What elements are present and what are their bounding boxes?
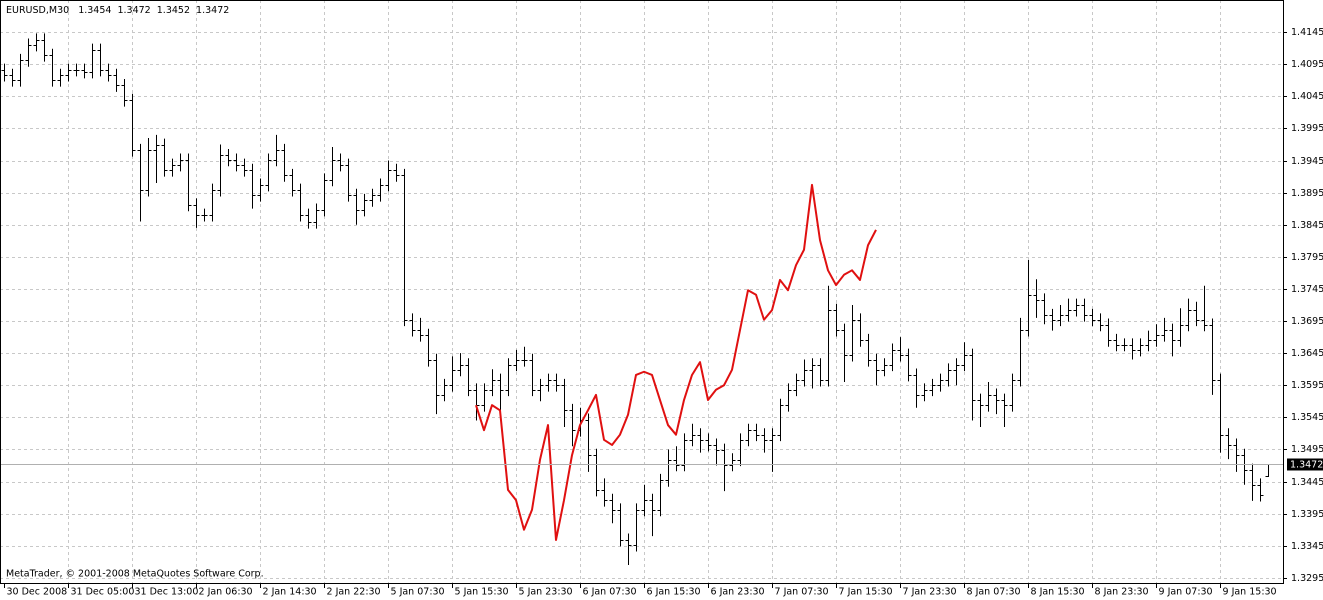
x-tick-label: 7 Jan 15:30 <box>839 587 893 598</box>
y-tick-label: 1.3445 <box>1291 477 1323 488</box>
header-high: 1.3472 <box>117 5 150 16</box>
x-tick-label: 7 Jan 23:30 <box>903 587 957 598</box>
y-tick-label: 1.3795 <box>1291 252 1323 263</box>
x-tick-label: 2 Jan 06:30 <box>199 587 253 598</box>
indicator <box>475 183 877 541</box>
y-tick-label: 1.3845 <box>1291 220 1323 231</box>
y-tick-label: 1.4145 <box>1291 27 1323 38</box>
y-tick-label: 1.3695 <box>1291 316 1323 327</box>
copyright: MetaTrader, © 2001-2008 MetaQuotes Softw… <box>6 569 264 580</box>
header-low: 1.3452 <box>157 5 190 16</box>
chart-header: EURUSD,M30 1.3454 1.3472 1.3452 1.3472 <box>6 5 229 16</box>
x-tick-label: 5 Jan 15:30 <box>455 587 509 598</box>
y-tick-label: 1.3495 <box>1291 444 1323 455</box>
x-tick-label: 5 Jan 07:30 <box>391 587 445 598</box>
symbol: EURUSD,M30 <box>6 5 69 16</box>
x-tick-label: 31 Dec 05:00 <box>71 587 135 598</box>
y-tick-label: 1.3545 <box>1291 412 1323 423</box>
y-tick-label: 1.3745 <box>1291 284 1323 295</box>
indicator-line <box>475 183 877 541</box>
x-tick-label: 8 Jan 15:30 <box>1031 587 1085 598</box>
x-tick-label: 6 Jan 15:30 <box>647 587 701 598</box>
price-bars <box>1 33 1272 566</box>
axes: 1.4145 1.4095 1.4045 1.3995 1.3945 1.3895 1.38… <box>0 27 1323 598</box>
y-tick-label: 1.3395 <box>1291 509 1323 520</box>
y-tick-label: 1.3295 <box>1291 573 1323 584</box>
x-tick-label: 9 Jan 15:30 <box>1223 587 1277 598</box>
grid <box>0 0 1283 583</box>
current-price-label: 1.3472 <box>1290 460 1323 471</box>
x-tick-label: 6 Jan 07:30 <box>583 587 637 598</box>
header-open: 1.3454 <box>78 5 111 16</box>
x-tick-label: 8 Jan 23:30 <box>1095 587 1149 598</box>
y-tick-label: 1.3645 <box>1291 348 1323 359</box>
x-tick-label: 7 Jan 07:30 <box>775 587 829 598</box>
y-tick-label: 1.4045 <box>1291 91 1323 102</box>
x-tick-label: 31 Dec 13:00 <box>135 587 199 598</box>
x-tick-label: 9 Jan 07:30 <box>1159 587 1213 598</box>
current-price-box <box>1287 458 1323 471</box>
x-tick-label: 5 Jan 23:30 <box>519 587 573 598</box>
x-tick-label: 2 Jan 22:30 <box>327 587 381 598</box>
x-tick-label: 2 Jan 14:30 <box>263 587 317 598</box>
x-tick-label: 8 Jan 07:30 <box>967 587 1021 598</box>
y-tick-label: 1.4095 <box>1291 59 1323 70</box>
x-tick-label: 6 Jan 23:30 <box>711 587 765 598</box>
y-tick-label: 1.3945 <box>1291 156 1323 167</box>
y-tick-label: 1.3995 <box>1291 123 1323 134</box>
header-close: 1.3472 <box>196 5 229 16</box>
x-tick-label: 30 Dec 2008 <box>7 587 68 598</box>
y-tick-label: 1.3595 <box>1291 380 1323 391</box>
plot-frame <box>0 0 1284 584</box>
y-tick-label: 1.3895 <box>1291 188 1323 199</box>
y-tick-label: 1.3345 <box>1291 541 1323 552</box>
